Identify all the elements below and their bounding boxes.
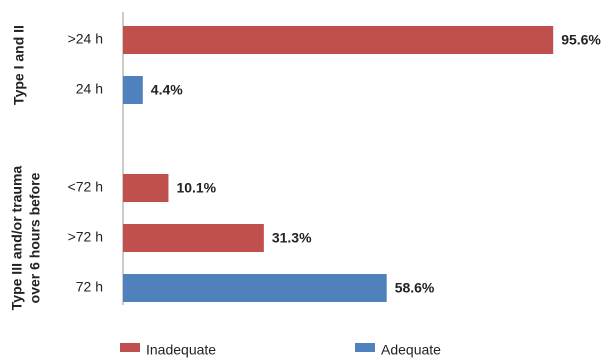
value-label: 95.6%	[561, 32, 601, 48]
bar	[123, 224, 264, 252]
group-label: over 6 hours before	[27, 172, 43, 303]
legend-label: Adequate	[381, 342, 441, 358]
group-label: Type I and II	[11, 25, 27, 105]
value-label: 4.4%	[151, 82, 183, 98]
bar	[123, 274, 387, 302]
y-tick-label: 72 h	[76, 279, 103, 295]
value-label: 10.1%	[176, 180, 216, 196]
group-label: Type III and/or trauma	[9, 166, 25, 311]
bar	[123, 174, 169, 202]
y-tick-label: >24 h	[68, 31, 103, 47]
legend-swatch	[120, 343, 140, 352]
y-tick-label: <72 h	[68, 179, 103, 195]
value-label: 58.6%	[395, 280, 435, 296]
legend-label: Inadequate	[146, 342, 216, 358]
bar	[123, 76, 143, 104]
legend-swatch	[355, 343, 375, 352]
y-tick-label: 24 h	[76, 81, 103, 97]
y-tick-label: >72 h	[68, 229, 103, 245]
bar	[123, 26, 554, 54]
value-label: 31.3%	[272, 230, 312, 246]
